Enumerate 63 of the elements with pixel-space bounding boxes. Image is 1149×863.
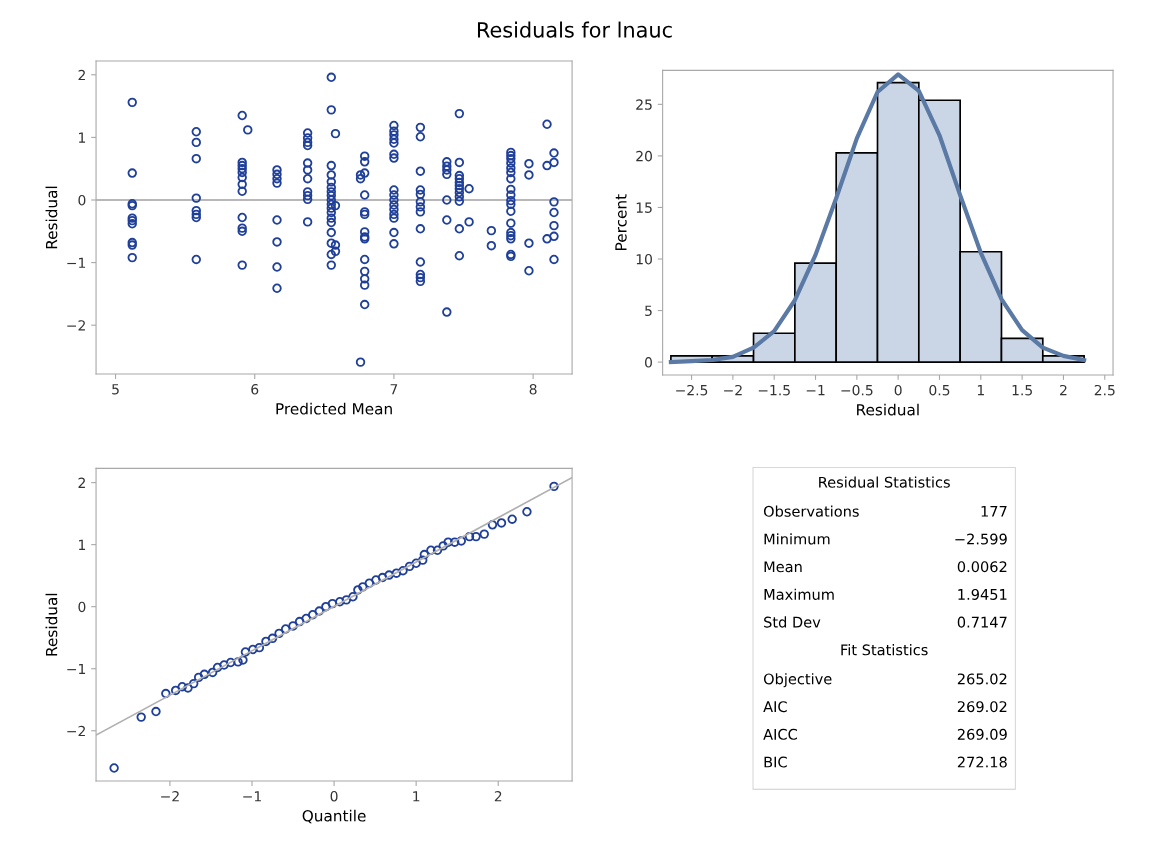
x-axis-title: Residual xyxy=(857,403,919,416)
y-tick-label: 0 xyxy=(644,357,652,368)
y-tick-label: 1 xyxy=(79,132,86,143)
text: Fit Statistics xyxy=(841,644,928,656)
x-tick-label: −1 xyxy=(806,385,825,396)
y-tick-label: 5 xyxy=(645,305,652,317)
category-label: AICC xyxy=(763,728,797,740)
y-tick-label: −1 xyxy=(67,257,86,268)
y-tick-label: −2 xyxy=(67,320,85,331)
text: 272.18 xyxy=(957,756,1007,768)
y-axis-title: Residual xyxy=(45,186,58,249)
y-tick-label: 20 xyxy=(636,150,652,162)
x-tick-label: 0.5 xyxy=(929,384,950,396)
x-tick-label: −0.5 xyxy=(841,384,873,396)
x-tick-label: −2.5 xyxy=(676,384,708,396)
text: 269.02 xyxy=(957,701,1007,713)
x-tick-label: 6 xyxy=(251,383,259,395)
category-label: Mean xyxy=(764,561,802,573)
x-tick-label: −1 xyxy=(243,791,261,802)
text: 0.7147 xyxy=(957,616,1007,628)
y-tick-label: 25 xyxy=(636,99,652,110)
x-tick-label: 2.5 xyxy=(1094,384,1115,396)
text: 177 xyxy=(981,505,1007,517)
y-tick-label: −2 xyxy=(67,725,85,737)
x-axis-title: Quantile xyxy=(302,809,366,824)
x-tick-label: −2 xyxy=(724,384,742,396)
y-tick-label: 10 xyxy=(636,253,652,265)
text: 265.02 xyxy=(957,673,1007,685)
x-tick-label: 1 xyxy=(977,385,984,396)
text: −2.599 xyxy=(955,533,1007,545)
category-label: Maximum xyxy=(764,588,834,600)
y-tick-label: 15 xyxy=(636,202,652,213)
x-tick-label: 7 xyxy=(390,384,398,395)
x-tick-label: 1.5 xyxy=(1012,385,1032,396)
x-tick-label: 0 xyxy=(330,790,338,802)
text: Residual Statistics xyxy=(819,476,950,488)
x-tick-label: 2 xyxy=(494,790,502,802)
y-axis-title: Percent xyxy=(615,194,627,250)
x-tick-label: −1.5 xyxy=(758,385,790,396)
chart-title: Residuals for lnauc xyxy=(477,21,672,38)
category-label: AIC xyxy=(763,701,787,713)
x-tick-label: 8 xyxy=(529,383,537,395)
y-tick-label: 2 xyxy=(78,69,85,81)
text: 269.09 xyxy=(957,728,1007,740)
y-axis-title: Residual xyxy=(45,593,58,656)
x-tick-label: −2 xyxy=(161,790,179,802)
category-label: Objective xyxy=(763,673,832,688)
x-tick-label: 5 xyxy=(112,384,119,395)
y-tick-label: 2 xyxy=(78,477,85,488)
category-label: Std Dev xyxy=(764,616,821,628)
x-axis-title: Predicted Mean xyxy=(276,402,392,415)
y-tick-label: 0 xyxy=(78,601,86,613)
category-label: Observations xyxy=(763,505,859,517)
y-tick-label: 1 xyxy=(79,539,86,550)
x-tick-label: 2 xyxy=(1060,384,1067,396)
y-tick-label: 0 xyxy=(78,194,86,206)
category-label: BIC xyxy=(764,756,787,768)
x-tick-label: 1 xyxy=(413,791,420,802)
text: 1.9451 xyxy=(958,588,1007,600)
y-tick-label: −1 xyxy=(67,663,86,675)
category-label: Minimum xyxy=(764,533,830,545)
text: 0.0062 xyxy=(957,561,1007,573)
x-tick-label: 0 xyxy=(894,384,902,396)
